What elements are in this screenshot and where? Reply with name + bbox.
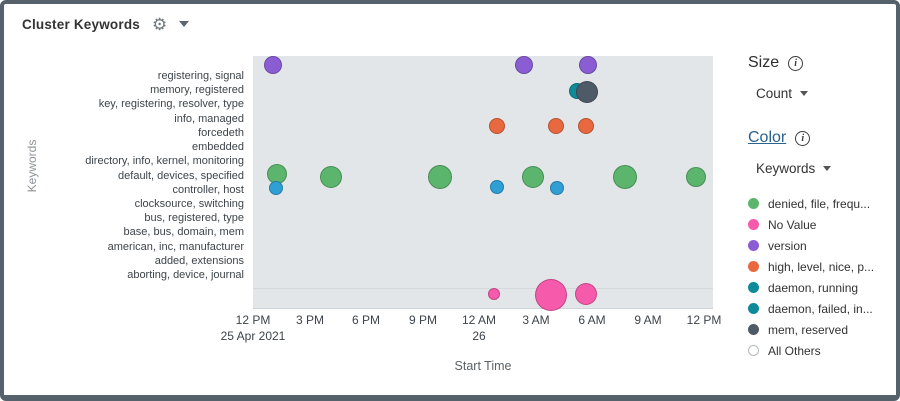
- legend-color-dot-icon: [748, 282, 759, 293]
- legend-item[interactable]: No Value: [748, 214, 896, 235]
- x-axis-tick: 12 PM 25 Apr 2021: [220, 313, 286, 343]
- color-label-link[interactable]: Color: [748, 129, 787, 146]
- y-axis-category: clocksource, switching: [134, 198, 244, 210]
- y-axis-category: base, bus, domain, mem: [123, 226, 244, 238]
- legend-item-label: mem, reserved: [768, 322, 849, 337]
- chart-bubble[interactable]: [575, 283, 597, 305]
- legend-item[interactable]: mem, reserved: [748, 319, 896, 340]
- chart-options-panel: Size i Count Color i Keywords denied, fi…: [740, 48, 896, 361]
- size-by-value: Count: [756, 86, 793, 101]
- legend-item-label: version: [768, 238, 807, 253]
- legend-color-dot-icon: [748, 219, 759, 230]
- legend-item[interactable]: daemon, failed, in...: [748, 298, 896, 319]
- size-info-icon[interactable]: i: [788, 55, 804, 71]
- legend-color-dot-icon: [748, 261, 759, 272]
- legend-item-label: All Others: [768, 343, 821, 358]
- chevron-down-icon: [823, 166, 832, 171]
- chart-bubble[interactable]: [579, 56, 597, 74]
- chart-bubble[interactable]: [578, 118, 594, 134]
- y-axis-category: info, managed: [174, 113, 244, 125]
- chart-bubble[interactable]: [535, 279, 567, 311]
- x-axis-tick: 6 AM: [578, 313, 606, 327]
- color-by-dropdown[interactable]: Keywords: [756, 161, 896, 176]
- y-axis-category-labels: registering, signal memory, registered key…: [4, 4, 248, 324]
- chart-bubble[interactable]: [576, 81, 598, 103]
- legend-item[interactable]: All Others: [748, 340, 896, 361]
- legend-item-label: denied, file, frequ...: [768, 196, 871, 211]
- chart-bubble[interactable]: [320, 166, 342, 188]
- widget-menu-caret-icon[interactable]: [179, 21, 190, 27]
- chart-bubble[interactable]: [489, 118, 505, 134]
- chart-bubble[interactable]: [264, 56, 282, 74]
- widget-header: Cluster Keywords ⚙︎: [4, 4, 896, 44]
- chart-bubble[interactable]: [522, 166, 544, 188]
- gear-icon[interactable]: ⚙︎: [151, 14, 168, 34]
- chart-bubble[interactable]: [548, 118, 564, 134]
- legend-item[interactable]: version: [748, 235, 896, 256]
- y-axis-category: memory, registered: [150, 84, 244, 96]
- chart-bubble[interactable]: [428, 165, 452, 189]
- color-by-value: Keywords: [756, 161, 816, 176]
- legend-item-label: high, level, nice, p...: [768, 259, 875, 274]
- x-axis-tick: 3 PM: [295, 313, 325, 327]
- y-axis-category: embedded: [192, 141, 244, 153]
- legend-item-label: daemon, failed, in...: [768, 301, 873, 316]
- y-axis-category: controller, host: [172, 184, 244, 196]
- legend-color-dot-icon: [748, 198, 759, 209]
- x-axis-tick: 6 PM: [351, 313, 381, 327]
- y-axis-category: key, registering, resolver, type: [98, 98, 244, 110]
- gridline: [253, 288, 713, 289]
- x-axis-tick: 9 PM: [408, 313, 438, 327]
- y-axis-category: registering, signal: [157, 70, 244, 82]
- legend-item[interactable]: daemon, running: [748, 277, 896, 298]
- y-axis-category: forcedeth: [198, 127, 244, 139]
- legend-item[interactable]: high, level, nice, p...: [748, 256, 896, 277]
- size-label: Size: [748, 54, 780, 71]
- chart-bubble[interactable]: [515, 56, 533, 74]
- size-section-header: Size i: [748, 54, 896, 72]
- legend-item-label: No Value: [768, 217, 817, 232]
- chart-bubble[interactable]: [490, 180, 504, 194]
- chart-bubble[interactable]: [686, 167, 706, 187]
- legend-color-dot-icon: [748, 324, 759, 335]
- color-info-icon[interactable]: i: [795, 130, 811, 146]
- x-axis-tick: 12 AM 26: [461, 313, 497, 343]
- legend-item-label: daemon, running: [768, 280, 859, 295]
- legend-color-dot-icon: [748, 240, 759, 251]
- chevron-down-icon: [800, 91, 809, 96]
- y-axis-category: directory, info, kernel, monitoring: [85, 155, 244, 167]
- y-axis-category: american, inc, manufacturer: [107, 241, 244, 253]
- color-section-header: Color i: [748, 129, 896, 147]
- y-axis-category: bus, registered, type: [144, 212, 244, 224]
- widget-title: Cluster Keywords: [22, 16, 140, 32]
- chart-bubble[interactable]: [550, 181, 564, 195]
- y-axis-category: added, extensions: [154, 255, 244, 267]
- chart-bubble[interactable]: [269, 181, 283, 195]
- color-legend: denied, file, frequ... No Value version hig…: [748, 193, 896, 361]
- size-by-dropdown[interactable]: Count: [756, 86, 896, 101]
- chart-bubble[interactable]: [613, 165, 637, 189]
- legend-color-dot-icon: [748, 303, 759, 314]
- y-axis-category: default, devices, specified: [118, 170, 244, 182]
- x-axis-tick: 3 AM: [522, 313, 550, 327]
- x-axis-tick: 9 AM: [634, 313, 662, 327]
- y-axis-category: aborting, device, journal: [127, 269, 244, 281]
- chart-bubble[interactable]: [488, 288, 500, 300]
- legend-item[interactable]: denied, file, frequ...: [748, 193, 896, 214]
- legend-color-dot-icon: [748, 345, 759, 356]
- x-axis-title: Start Time: [454, 359, 512, 373]
- x-axis-tick: 12 PM: [686, 313, 722, 327]
